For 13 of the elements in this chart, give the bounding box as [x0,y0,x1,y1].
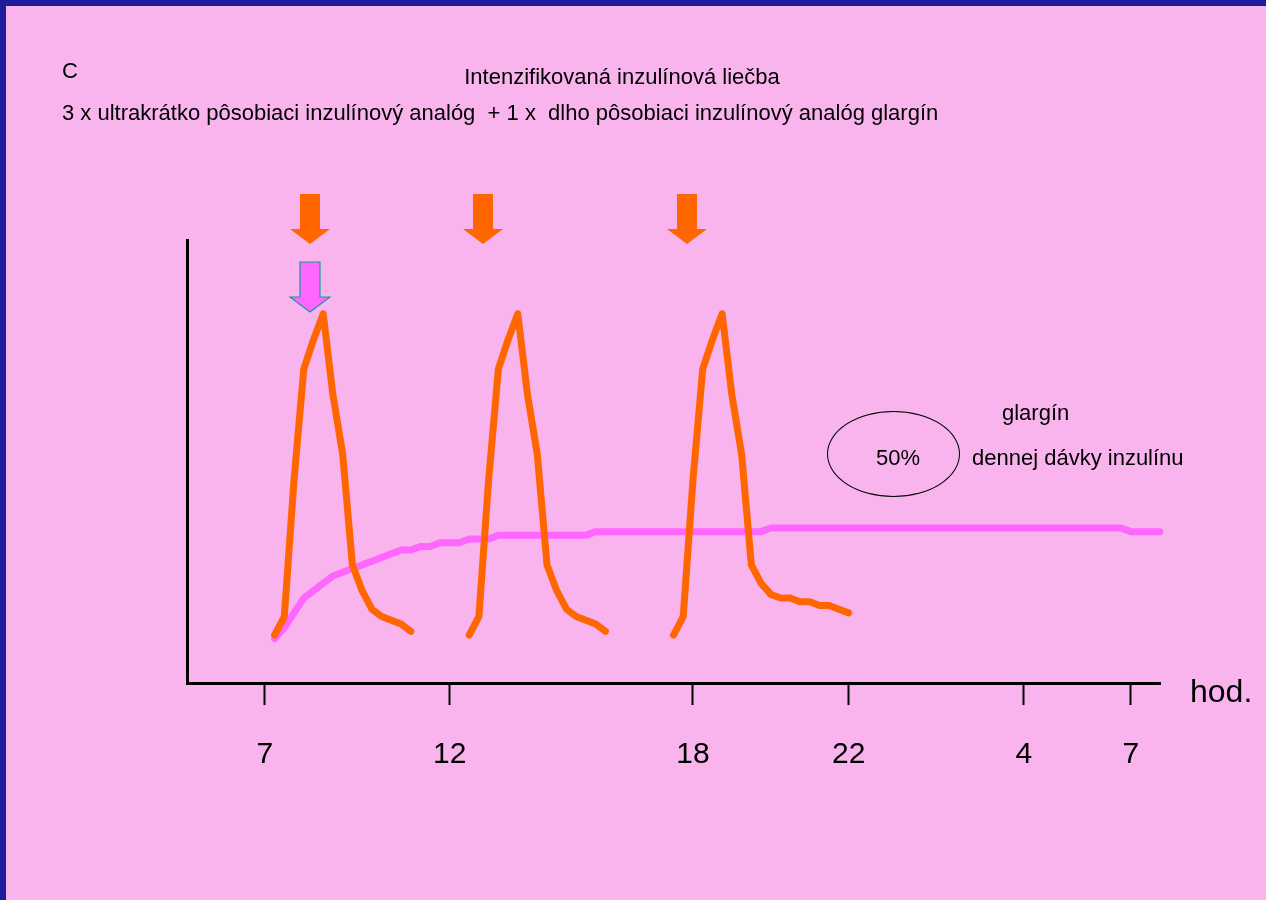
x-tick-label: 12 [433,736,467,770]
x-axis-title: hod. [1190,672,1253,709]
annotation: dennej dávky inzulínu [972,445,1184,471]
chart-subtitle: 3 x ultrakrátko pôsobiaci inzulínový analóg + 1 x dlho pôsobiaci inzulínový analóg glargín [62,100,939,126]
chart-title: Intenzifikovaná inzulínová liečba [464,64,780,89]
x-tick-label: 22 [831,736,866,770]
x-tick-label: 18 [676,736,710,770]
text: C [62,58,78,84]
x-tick-label: 4 [1015,736,1033,770]
annotation: 50% [876,445,921,471]
x-tick-label: 7 [256,736,274,770]
x-tick-label: 7 [1122,736,1140,770]
annotation: glargín [1002,400,1070,426]
